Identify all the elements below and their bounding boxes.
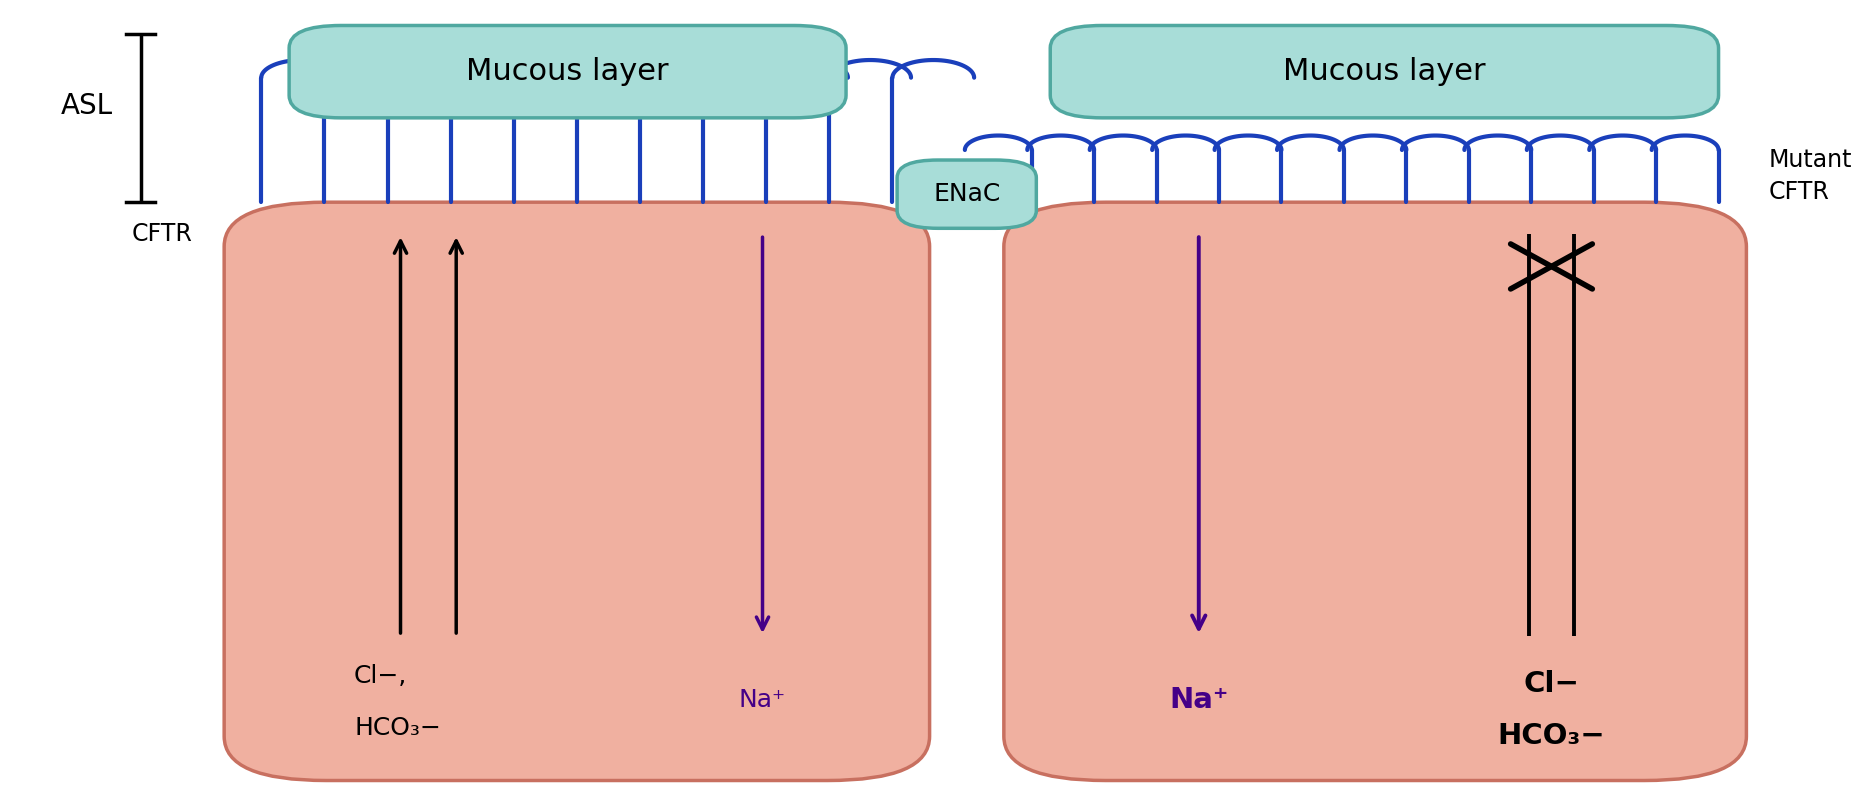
Text: ASL: ASL	[60, 92, 112, 120]
Text: Cl−,: Cl−,	[354, 664, 408, 688]
FancyBboxPatch shape	[897, 160, 1036, 228]
Text: Mucous layer: Mucous layer	[466, 57, 669, 86]
Text: Na⁺: Na⁺	[1169, 686, 1229, 714]
FancyBboxPatch shape	[288, 26, 847, 118]
Text: ENaC: ENaC	[933, 182, 1000, 206]
FancyBboxPatch shape	[225, 202, 929, 780]
FancyBboxPatch shape	[1051, 26, 1719, 118]
Text: Cl−: Cl−	[1523, 670, 1579, 698]
Text: Mutant
CFTR: Mutant CFTR	[1768, 148, 1852, 204]
Text: HCO₃−: HCO₃−	[1498, 722, 1605, 750]
Text: CFTR: CFTR	[131, 222, 193, 247]
Text: Mucous layer: Mucous layer	[1283, 57, 1485, 86]
Text: HCO₃−: HCO₃−	[354, 717, 440, 740]
Text: Na⁺: Na⁺	[740, 688, 787, 713]
FancyBboxPatch shape	[1004, 202, 1746, 780]
